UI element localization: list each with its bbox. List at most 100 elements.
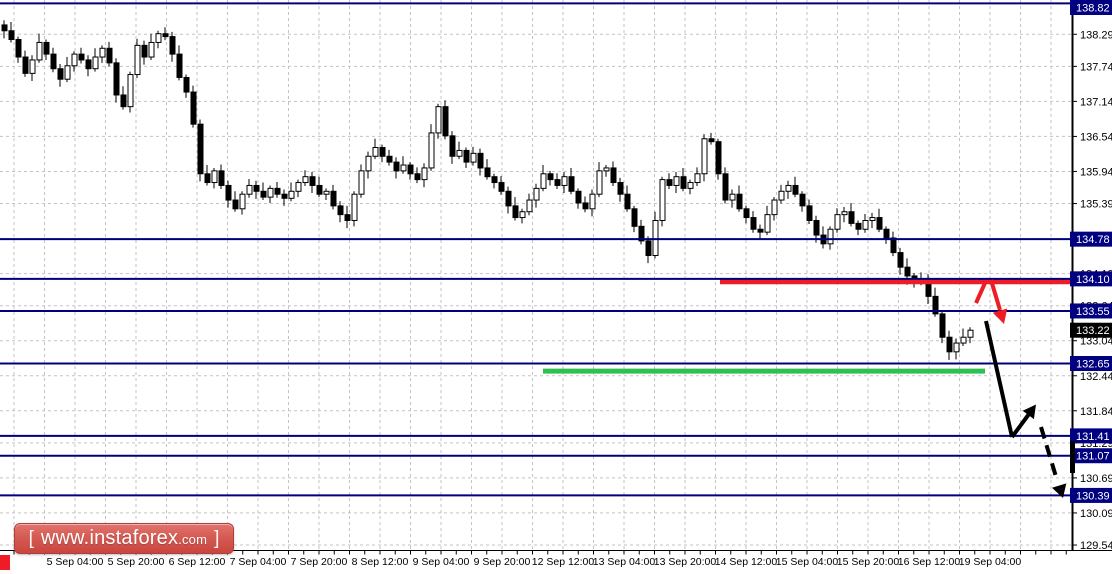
candle [610, 161, 617, 187]
candle [218, 164, 225, 189]
candle [617, 177, 624, 202]
price-level-badge: 131.41 [1070, 428, 1112, 444]
candle [50, 47, 57, 73]
candle [239, 191, 246, 215]
candle [701, 134, 708, 182]
candle [694, 167, 701, 187]
price-tick-label: 130.09 [1080, 508, 1112, 520]
black-bounce-arrow-shaft [1010, 412, 1031, 439]
price-badge-label: 130.39 [1076, 490, 1110, 502]
candle [708, 132, 715, 145]
candle [743, 205, 750, 224]
price-badge-label: 131.07 [1076, 451, 1110, 463]
candle [792, 176, 799, 198]
time-axis-label: 9 Sep 20:00 [474, 556, 531, 568]
candle [162, 27, 169, 41]
candle [799, 191, 806, 212]
time-axis-label: 5 Sep 20:00 [108, 556, 165, 568]
watermark-bracket-left: [ [28, 527, 34, 549]
candle [778, 184, 785, 204]
black-bounce-arrow-head [1022, 404, 1036, 420]
candle [869, 212, 876, 229]
candle [386, 149, 393, 166]
price-level-badge: 134.10 [1070, 271, 1112, 287]
candle [225, 180, 232, 208]
price-level-lines [0, 2, 1072, 497]
candle [932, 287, 939, 317]
current-price-badge: 133.22 [1070, 322, 1112, 338]
candle [561, 172, 568, 194]
candle [855, 220, 862, 236]
candle [288, 182, 295, 202]
price-badge-label: 134.78 [1076, 234, 1110, 246]
black-projection-line [984, 320, 1014, 438]
candle [400, 156, 407, 174]
candle [715, 138, 722, 180]
candle [113, 58, 120, 103]
time-axis-label: 19 Sep 04:00 [959, 556, 1022, 568]
candle [204, 165, 211, 186]
candle [295, 179, 302, 198]
time-axis-label: 7 Sep 20:00 [291, 556, 348, 568]
candle [659, 176, 666, 227]
candle [652, 211, 659, 259]
candle [477, 148, 484, 176]
candle [36, 33, 43, 63]
candle [281, 189, 288, 206]
candle [841, 207, 848, 223]
candle [407, 162, 414, 180]
time-axis-label: 13 Sep 20:00 [654, 556, 717, 568]
candle [526, 193, 533, 216]
candle [435, 103, 442, 139]
candle [260, 182, 267, 201]
instaforex-watermark[interactable]: [ www.instaforex.com ] [14, 523, 234, 554]
price-level-badge: 138.82 [1070, 0, 1112, 15]
candle [43, 39, 50, 60]
watermark-domain: www.instaforex.com [41, 527, 207, 550]
candle [337, 201, 344, 223]
candle [267, 185, 274, 203]
candle [967, 327, 974, 344]
candle [330, 184, 337, 210]
candle [806, 199, 813, 224]
candle [729, 189, 736, 208]
price-tick-label: 138.29 [1080, 29, 1112, 41]
candle [8, 22, 15, 43]
candle [99, 45, 106, 63]
price-badge-label: 131.41 [1076, 431, 1110, 443]
candle [134, 38, 141, 79]
price-badge-label: 138.82 [1076, 3, 1110, 15]
candle [148, 33, 155, 60]
price-tick-label: 135.94 [1080, 166, 1112, 178]
candle [85, 55, 92, 77]
price-axis: 138.29 137.74 137.14 136.54 135.94 135.39 134.… [1072, 29, 1112, 552]
candle [568, 167, 575, 195]
candle [309, 172, 316, 194]
candle [92, 48, 99, 72]
candle [575, 188, 582, 209]
candle [946, 330, 953, 360]
candle [141, 40, 148, 65]
candle [358, 164, 365, 198]
candle [834, 208, 841, 233]
candle [274, 181, 281, 198]
price-badge-label: 133.22 [1076, 325, 1110, 337]
time-axis-label: 15 Sep 20:00 [837, 556, 900, 568]
candle [512, 197, 519, 221]
price-level-badge: 132.65 [1070, 355, 1112, 371]
time-axis-label: 6 Sep 12:00 [169, 556, 226, 568]
price-level-badge: 133.55 [1070, 303, 1112, 319]
candle [316, 176, 323, 198]
candle [456, 141, 463, 160]
price-level-badge: 134.78 [1070, 231, 1112, 247]
horizontal-gridlines [0, 33, 1072, 546]
candle [757, 224, 764, 240]
candle [876, 208, 883, 233]
candle [120, 86, 127, 110]
candle [771, 197, 778, 221]
watermark-domain-suffix: .com [178, 532, 208, 547]
candle [57, 64, 64, 87]
price-tick-label: 137.14 [1080, 96, 1112, 108]
candle [491, 173, 498, 189]
candle [379, 144, 386, 163]
